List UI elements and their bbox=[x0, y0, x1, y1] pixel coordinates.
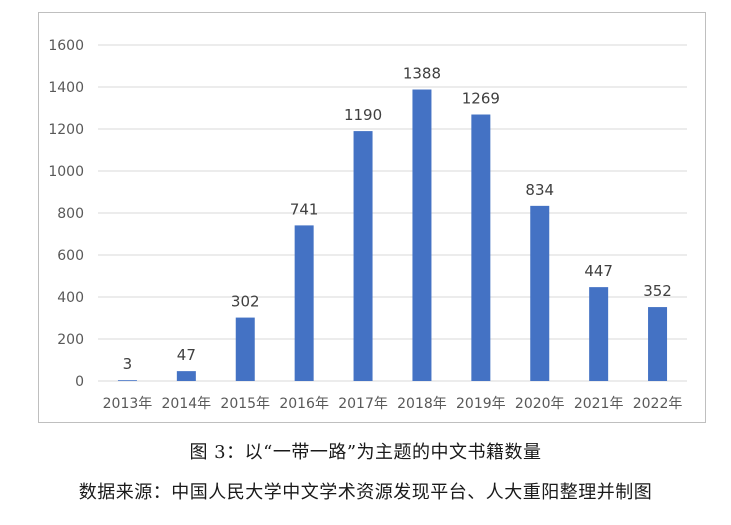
figure-title: 图 3：以“一带一路”为主题的中文书籍数量 bbox=[189, 442, 542, 463]
data-label: 1190 bbox=[344, 106, 382, 124]
bars bbox=[117, 89, 668, 382]
y-tick-label: 1400 bbox=[48, 80, 84, 96]
bar bbox=[412, 89, 432, 382]
y-tick-label: 1200 bbox=[48, 122, 84, 138]
bar bbox=[235, 317, 255, 381]
x-tick-label: 2014年 bbox=[162, 396, 212, 412]
y-tick-label: 600 bbox=[57, 248, 84, 264]
bar bbox=[530, 205, 550, 381]
x-tick-label: 2020年 bbox=[515, 396, 565, 412]
x-axis-tick-labels: 2013年 2014年 2015年 2016年 2017年 2018年 2019年 2020年… bbox=[103, 396, 683, 412]
y-tick-label: 1600 bbox=[48, 38, 84, 54]
bar bbox=[176, 371, 196, 381]
y-tick-label: 800 bbox=[57, 206, 84, 222]
data-label: 447 bbox=[584, 262, 613, 280]
data-label: 1269 bbox=[462, 90, 500, 108]
x-tick-label: 2021年 bbox=[574, 396, 624, 412]
x-tick-label: 2017年 bbox=[338, 396, 388, 412]
x-tick-label: 2022年 bbox=[633, 396, 683, 412]
data-label: 47 bbox=[177, 346, 196, 364]
bar bbox=[589, 287, 609, 381]
y-tick-label: 0 bbox=[75, 374, 84, 390]
x-tick-label: 2013年 bbox=[103, 396, 153, 412]
data-label: 1388 bbox=[403, 65, 441, 83]
y-tick-label: 400 bbox=[57, 290, 84, 306]
y-tick-label: 200 bbox=[57, 332, 84, 348]
bar bbox=[294, 225, 314, 381]
x-tick-label: 2015年 bbox=[220, 396, 270, 412]
bar bbox=[648, 307, 668, 381]
x-tick-label: 2018年 bbox=[397, 396, 447, 412]
figure-source: 数据来源：中国人民大学中文学术资源发现平台、人大重阳整理并制图 bbox=[78, 482, 653, 503]
data-label: 834 bbox=[525, 181, 554, 199]
x-tick-label: 2016年 bbox=[279, 396, 329, 412]
y-axis-tick-labels: 0 200 400 600 800 1000 1200 1400 1600 bbox=[48, 38, 84, 390]
bar bbox=[353, 131, 373, 381]
y-tick-label: 1000 bbox=[48, 164, 84, 180]
gridlines bbox=[98, 44, 687, 382]
data-label: 741 bbox=[290, 200, 319, 218]
bar bbox=[471, 114, 491, 381]
bar bbox=[117, 380, 137, 381]
data-label: 352 bbox=[643, 282, 672, 300]
x-tick-label: 2019年 bbox=[456, 396, 506, 412]
data-label: 3 bbox=[123, 355, 133, 373]
data-label: 302 bbox=[231, 293, 260, 311]
data-labels: 3 47 302 741 1190 1388 1269 834 447 352 bbox=[123, 65, 672, 374]
